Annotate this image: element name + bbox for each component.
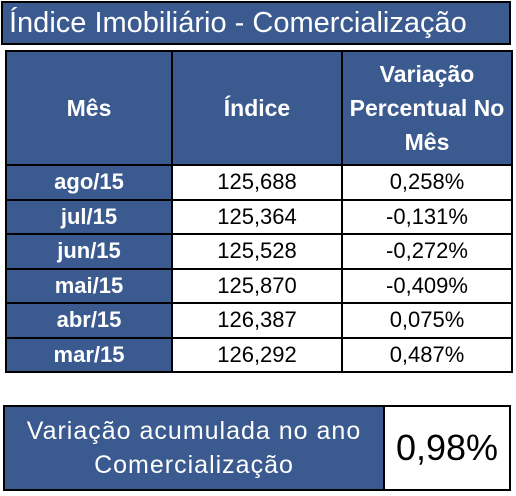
row-index: 125,528 <box>171 233 343 270</box>
variation-header-line1: Variação <box>379 61 475 87</box>
table-row: jul/15 125,364 -0,131% <box>5 198 513 235</box>
row-variation: -0,131% <box>341 198 513 235</box>
row-month: jul/15 <box>5 198 173 235</box>
row-variation: 0,487% <box>341 336 513 373</box>
row-index: 126,292 <box>171 336 343 373</box>
table-row: mar/15 126,292 0,487% <box>5 336 513 373</box>
row-month: mai/15 <box>5 267 173 304</box>
table-row: abr/15 126,387 0,075% <box>5 302 513 339</box>
variation-header-line2: Percentual No <box>349 95 505 121</box>
summary-label-line1: Variação acumulada no ano <box>26 417 362 445</box>
index-table: Mês Índice Variação Percentual No Mês ag… <box>5 50 513 373</box>
table-header-row: Mês Índice Variação Percentual No Mês <box>5 50 513 166</box>
row-variation: 0,258% <box>341 164 513 201</box>
table-row: ago/15 125,688 0,258% <box>5 164 513 201</box>
row-variation: 0,075% <box>341 302 513 339</box>
row-index: 125,364 <box>171 198 343 235</box>
row-index: 125,870 <box>171 267 343 304</box>
summary-label: Variação acumulada no ano Comercializaçã… <box>3 405 385 491</box>
accumulated-summary: Variação acumulada no ano Comercializaçã… <box>3 405 511 491</box>
row-month: jun/15 <box>5 233 173 270</box>
page-title: Índice Imobiliário - Comercialização <box>1 1 511 45</box>
summary-value: 0,98% <box>385 405 511 491</box>
summary-label-line2: Comercialização <box>94 451 294 479</box>
row-month: ago/15 <box>5 164 173 201</box>
table-row: mai/15 125,870 -0,409% <box>5 267 513 304</box>
table-row: jun/15 125,528 -0,272% <box>5 233 513 270</box>
column-header-variation: Variação Percentual No Mês <box>341 50 513 166</box>
column-header-month: Mês <box>5 50 173 166</box>
row-month: abr/15 <box>5 302 173 339</box>
row-index: 125,688 <box>171 164 343 201</box>
row-index: 126,387 <box>171 302 343 339</box>
variation-header-line3: Mês <box>404 129 450 155</box>
row-variation: -0,272% <box>341 233 513 270</box>
row-variation: -0,409% <box>341 267 513 304</box>
column-header-index: Índice <box>171 50 343 166</box>
row-month: mar/15 <box>5 336 173 373</box>
